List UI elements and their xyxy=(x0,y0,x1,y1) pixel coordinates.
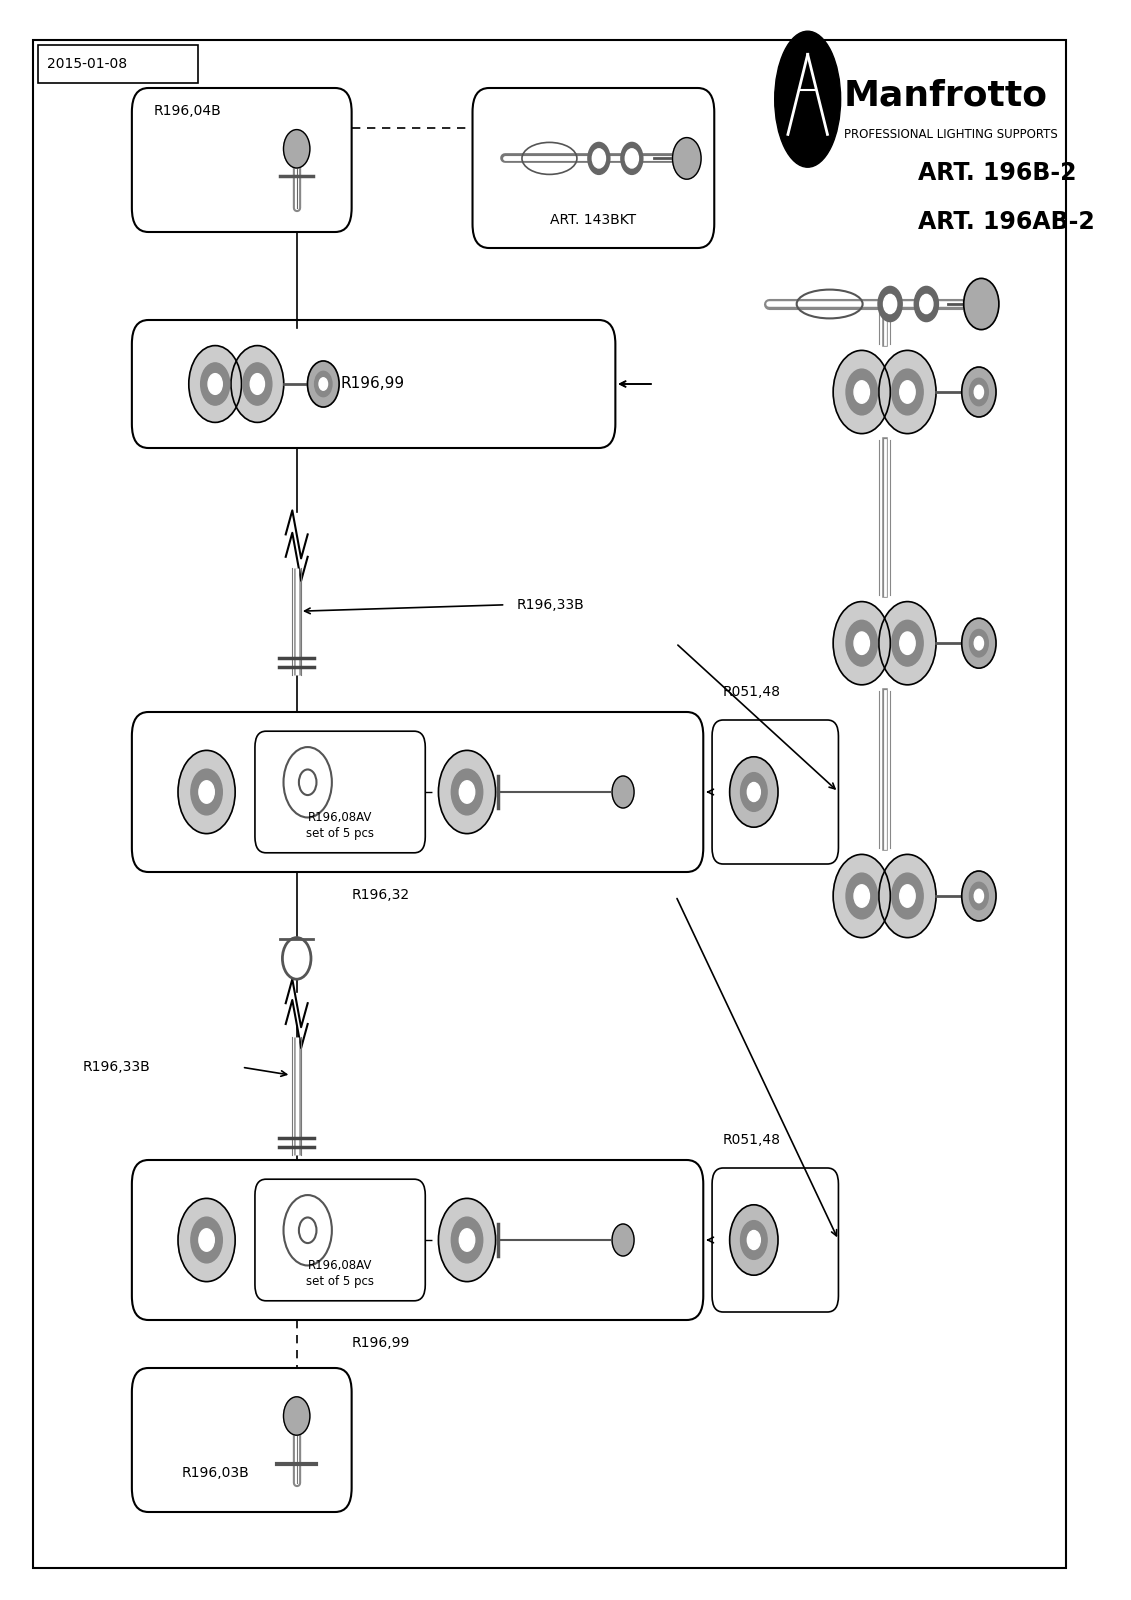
Text: R196,33B: R196,33B xyxy=(517,598,585,611)
Circle shape xyxy=(879,350,936,434)
Circle shape xyxy=(834,602,890,685)
Circle shape xyxy=(673,138,701,179)
Circle shape xyxy=(920,294,933,314)
Circle shape xyxy=(621,142,642,174)
Circle shape xyxy=(451,770,483,814)
Circle shape xyxy=(459,781,475,803)
Circle shape xyxy=(459,1229,475,1251)
FancyBboxPatch shape xyxy=(132,1160,703,1320)
FancyBboxPatch shape xyxy=(713,1168,838,1312)
Text: 2015-01-08: 2015-01-08 xyxy=(48,58,128,70)
Circle shape xyxy=(878,286,903,322)
Circle shape xyxy=(729,757,778,827)
Circle shape xyxy=(612,1224,634,1256)
Circle shape xyxy=(191,1218,223,1262)
Circle shape xyxy=(208,374,223,394)
Circle shape xyxy=(314,371,333,397)
Text: Manfrotto: Manfrotto xyxy=(844,78,1048,114)
Circle shape xyxy=(914,286,939,322)
Circle shape xyxy=(319,378,328,390)
Circle shape xyxy=(854,381,870,403)
Circle shape xyxy=(900,632,915,654)
Circle shape xyxy=(834,350,890,434)
Text: R051,48: R051,48 xyxy=(723,1133,782,1147)
Circle shape xyxy=(969,378,988,406)
Text: R196,03B: R196,03B xyxy=(181,1466,249,1480)
Circle shape xyxy=(974,637,984,650)
Circle shape xyxy=(846,370,878,414)
Text: R196,04B: R196,04B xyxy=(154,104,222,118)
Text: R196,08AV
set of 5 pcs: R196,08AV set of 5 pcs xyxy=(307,811,374,840)
Circle shape xyxy=(748,1230,760,1250)
Text: R196,99: R196,99 xyxy=(340,376,405,392)
Circle shape xyxy=(974,890,984,902)
Circle shape xyxy=(439,750,495,834)
Text: ART. 196B-2: ART. 196B-2 xyxy=(917,160,1076,184)
Circle shape xyxy=(729,1205,778,1275)
Circle shape xyxy=(879,602,936,685)
Circle shape xyxy=(900,885,915,907)
Circle shape xyxy=(961,366,996,418)
Circle shape xyxy=(199,781,214,803)
Circle shape xyxy=(439,1198,495,1282)
Circle shape xyxy=(969,629,988,658)
Circle shape xyxy=(199,1229,214,1251)
FancyBboxPatch shape xyxy=(254,731,425,853)
Circle shape xyxy=(974,386,984,398)
Circle shape xyxy=(231,346,284,422)
Circle shape xyxy=(178,1198,235,1282)
Circle shape xyxy=(879,854,936,938)
Circle shape xyxy=(891,874,923,918)
Text: ART. 196AB-2: ART. 196AB-2 xyxy=(917,211,1095,235)
FancyBboxPatch shape xyxy=(473,88,715,248)
Circle shape xyxy=(308,362,339,406)
Circle shape xyxy=(900,381,915,403)
Circle shape xyxy=(588,142,610,174)
FancyBboxPatch shape xyxy=(254,1179,425,1301)
Circle shape xyxy=(854,632,870,654)
Circle shape xyxy=(834,854,890,938)
Circle shape xyxy=(593,149,605,168)
Circle shape xyxy=(964,278,999,330)
Ellipse shape xyxy=(775,30,840,168)
Bar xyxy=(38,45,198,83)
Circle shape xyxy=(741,773,767,811)
Circle shape xyxy=(200,363,230,405)
Circle shape xyxy=(969,882,988,910)
Text: R196,08AV
set of 5 pcs: R196,08AV set of 5 pcs xyxy=(307,1259,374,1288)
Text: R196,33B: R196,33B xyxy=(83,1061,150,1074)
Text: R196,99: R196,99 xyxy=(352,1336,411,1350)
Text: R051,48: R051,48 xyxy=(723,685,782,699)
Circle shape xyxy=(961,618,996,669)
Circle shape xyxy=(846,874,878,918)
Text: ART. 143BKT: ART. 143BKT xyxy=(551,213,637,227)
Circle shape xyxy=(612,776,634,808)
Circle shape xyxy=(891,621,923,666)
Circle shape xyxy=(178,750,235,834)
FancyBboxPatch shape xyxy=(132,712,703,872)
Circle shape xyxy=(451,1218,483,1262)
Circle shape xyxy=(284,1397,310,1435)
Circle shape xyxy=(243,363,271,405)
Circle shape xyxy=(891,370,923,414)
Text: R196,32: R196,32 xyxy=(352,888,409,902)
Circle shape xyxy=(854,885,870,907)
Circle shape xyxy=(189,346,242,422)
Circle shape xyxy=(748,782,760,802)
Text: PROFESSIONAL LIGHTING SUPPORTS: PROFESSIONAL LIGHTING SUPPORTS xyxy=(844,128,1057,141)
FancyBboxPatch shape xyxy=(132,320,615,448)
Circle shape xyxy=(741,1221,767,1259)
Circle shape xyxy=(625,149,638,168)
Circle shape xyxy=(846,621,878,666)
Circle shape xyxy=(191,770,223,814)
FancyBboxPatch shape xyxy=(132,88,352,232)
Circle shape xyxy=(961,870,996,922)
FancyBboxPatch shape xyxy=(132,1368,352,1512)
Circle shape xyxy=(250,374,265,394)
Circle shape xyxy=(883,294,897,314)
FancyBboxPatch shape xyxy=(713,720,838,864)
Circle shape xyxy=(284,130,310,168)
